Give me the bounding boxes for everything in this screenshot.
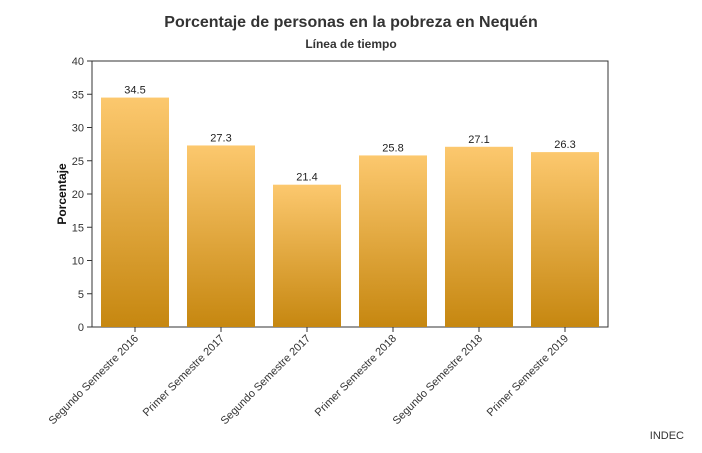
x-tick-label-1: Primer Semestre 2017 [141, 333, 227, 419]
data-label-3: 25.8 [382, 142, 403, 154]
chart-title: Porcentaje de personas en la pobreza en … [164, 14, 538, 31]
source-label: INDEC [649, 430, 684, 442]
bar-0 [101, 97, 169, 327]
y-tick-label: 10 [72, 256, 84, 268]
x-tick-label-0: Segundo Semestre 2016 [47, 333, 142, 428]
bar-4 [445, 146, 513, 327]
x-tick-label-3: Primer Semestre 2018 [313, 333, 399, 419]
data-label-4: 27.1 [468, 134, 489, 146]
bar-5 [531, 152, 599, 327]
data-label-5: 26.3 [554, 139, 575, 151]
x-axis: Segundo Semestre 2016 Primer Semestre 201… [47, 327, 571, 428]
x-tick-label-5: Primer Semestre 2019 [485, 333, 571, 419]
bars: 34.5 27.3 21.4 25.8 27.1 26.3 [101, 85, 599, 327]
plot-frame [91, 60, 609, 328]
y-tick-label: 5 [78, 289, 84, 301]
bar-3 [359, 155, 427, 327]
y-axis-label: Porcentaje [55, 163, 69, 225]
y-tick-label: 35 [72, 89, 84, 101]
y-tick-label: 20 [72, 189, 84, 201]
y-tick-label: 15 [72, 222, 84, 234]
y-axis: 0 5 10 15 20 25 30 35 40 [72, 56, 92, 334]
bar-1 [187, 145, 255, 327]
y-tick-label: 30 [72, 123, 84, 135]
y-tick-label: 0 [78, 322, 84, 334]
data-label-1: 27.3 [210, 132, 231, 144]
x-tick-label-2: Segundo Semestre 2017 [219, 333, 314, 428]
y-tick-label: 40 [72, 56, 84, 68]
bar-2 [273, 184, 341, 327]
chart-subtitle: Línea de tiempo [305, 37, 397, 51]
x-tick-label-4: Segundo Semestre 2018 [391, 333, 486, 428]
data-label-0: 34.5 [124, 85, 145, 97]
data-label-2: 21.4 [296, 172, 317, 184]
y-tick-label: 25 [72, 156, 84, 168]
